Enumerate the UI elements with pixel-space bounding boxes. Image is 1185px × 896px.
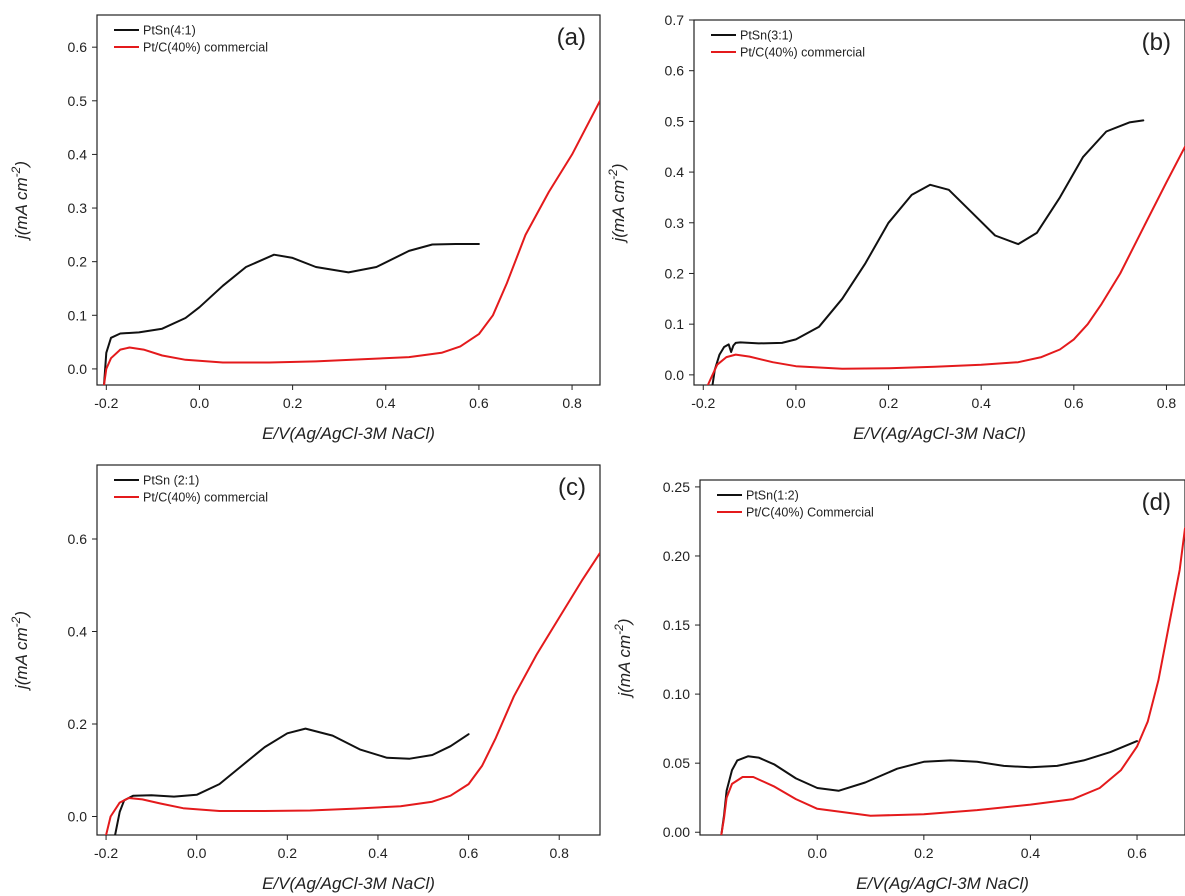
legend: PtSn(3:1) Pt/C(40%) commercial	[711, 29, 865, 60]
series-line-ptc-commercial	[105, 551, 600, 835]
y-tick-label: 0.25	[663, 479, 690, 495]
x-tick-label: 0.0	[190, 395, 210, 411]
x-tick-label: -0.2	[691, 395, 715, 411]
x-tick-label: 0.4	[971, 395, 991, 411]
y-tick-label: 0.5	[68, 93, 88, 109]
y-tick-label: 0.2	[68, 716, 88, 732]
legend-label: Pt/C(40%) Commercial	[746, 506, 874, 520]
x-tick-label: 0.0	[808, 845, 828, 861]
x-tick-label: 0.6	[1064, 395, 1084, 411]
y-tick-label: 0.3	[68, 200, 88, 216]
y-tick-label: 0.7	[665, 12, 685, 28]
legend-label: Pt/C(40%) commercial	[740, 46, 865, 60]
chart-panel-3: -0.2 0.0 0.2 0.4 0.6 0.8 0.0 0.2 0.4 0.6 E/V(Ag/Ag…	[9, 464, 601, 893]
y-tick-label: 0.05	[663, 755, 690, 771]
x-axis-title: E/V(Ag/AgCl-3M NaCl)	[262, 874, 435, 893]
y-tick-label: 0.6	[665, 63, 685, 79]
legend-label: Pt/C(40%) commercial	[143, 491, 268, 505]
x-tick-label: 0.2	[879, 395, 899, 411]
y-tick-label: 0.4	[68, 624, 88, 640]
x-axis-title: E/V(Ag/AgCl-3M NaCl)	[262, 424, 435, 443]
x-tick-label: 0.2	[278, 845, 298, 861]
y-tick-label: 0.15	[663, 617, 690, 633]
x-tick-label: 0.8	[1157, 395, 1177, 411]
x-tick-label: 0.4	[1021, 845, 1041, 861]
legend: PtSn(4:1) Pt/C(40%) commercial	[114, 24, 268, 55]
x-axis-title: E/V(Ag/AgCl-3M NaCl)	[853, 424, 1026, 443]
chart-panel-1: -0.2 0.0 0.2 0.4 0.6 0.8 0.0 0.1 0.2 0.3 0.4 0.5 0.6…	[9, 14, 601, 443]
legend: PtSn(1:2) Pt/C(40%) Commercial	[717, 489, 874, 520]
plot-frame	[699, 479, 1185, 836]
legend-label: PtSn (2:1)	[143, 474, 199, 488]
series-line-ptc-commercial	[706, 145, 1185, 385]
panel-label: (c)	[558, 474, 586, 501]
series-line-ptsn	[114, 727, 470, 835]
y-tick-label: 0.6	[68, 531, 88, 547]
chart-panel-4: 0.0 0.2 0.4 0.6 0.00 0.05 0.10 0.15 0.20 0.25 E/V(…	[612, 479, 1185, 893]
panel-label: (d)	[1142, 489, 1171, 516]
x-tick-label: -0.2	[94, 395, 118, 411]
y-tick-label: 0.00	[663, 824, 690, 840]
y-tick-label: 0.2	[665, 265, 685, 281]
legend-label: Pt/C(40%) commercial	[143, 41, 268, 55]
y-axis-title: j(mA cm-2)	[9, 611, 31, 691]
x-tick-label: 0.4	[368, 845, 388, 861]
plot-frame	[693, 19, 1185, 386]
y-tick-label: 0.3	[665, 215, 685, 231]
series-line-ptc-commercial	[103, 99, 600, 385]
x-tick-label: 0.2	[283, 395, 303, 411]
series-line-ptc-commercial	[720, 527, 1185, 835]
y-axis-title: j(mA cm-2)	[612, 618, 634, 698]
y-tick-label: 0.0	[68, 809, 88, 825]
legend-label: PtSn(3:1)	[740, 29, 793, 43]
y-tick-label: 0.10	[663, 686, 690, 702]
y-tick-label: 0.2	[68, 254, 88, 270]
x-tick-label: 0.8	[549, 845, 569, 861]
x-tick-label: 0.0	[187, 845, 207, 861]
y-tick-label: 0.4	[68, 146, 88, 162]
y-tick-label: 0.1	[68, 307, 88, 323]
x-tick-label: 0.0	[786, 395, 806, 411]
y-tick-label: 0.4	[665, 164, 685, 180]
y-tick-label: 0.0	[68, 361, 88, 377]
series-line-ptsn	[720, 740, 1138, 835]
y-tick-label: 0.20	[663, 548, 690, 564]
legend-label: PtSn(1:2)	[746, 489, 799, 503]
series-line-ptsn	[103, 243, 480, 385]
x-tick-label: 0.2	[914, 845, 934, 861]
chart-panel-2: -0.2 0.0 0.2 0.4 0.6 0.8 0.0 0.1 0.2 0.3 0.4 0.5 0.6…	[606, 12, 1185, 443]
y-tick-label: 0.0	[665, 367, 685, 383]
x-tick-label: 0.4	[376, 395, 396, 411]
y-tick-label: 0.5	[665, 113, 685, 129]
y-tick-label: 0.6	[68, 39, 88, 55]
x-tick-label: 0.6	[469, 395, 489, 411]
panel-label: (a)	[557, 24, 586, 51]
x-tick-label: 0.8	[562, 395, 582, 411]
x-tick-label: 0.6	[1127, 845, 1147, 861]
x-tick-label: -0.2	[94, 845, 118, 861]
plot-frame	[96, 464, 601, 836]
panel-label: (b)	[1142, 29, 1171, 56]
legend: PtSn (2:1) Pt/C(40%) commercial	[114, 474, 268, 505]
y-axis-title: j(mA cm-2)	[606, 163, 628, 243]
series-line-ptsn	[711, 119, 1145, 385]
legend-label: PtSn(4:1)	[143, 24, 196, 38]
x-axis-title: E/V(Ag/AgCl-3M NaCl)	[856, 874, 1029, 893]
x-tick-label: 0.6	[459, 845, 479, 861]
plot-frame	[96, 14, 601, 386]
y-axis-title: j(mA cm-2)	[9, 161, 31, 241]
y-tick-label: 0.1	[665, 316, 685, 332]
